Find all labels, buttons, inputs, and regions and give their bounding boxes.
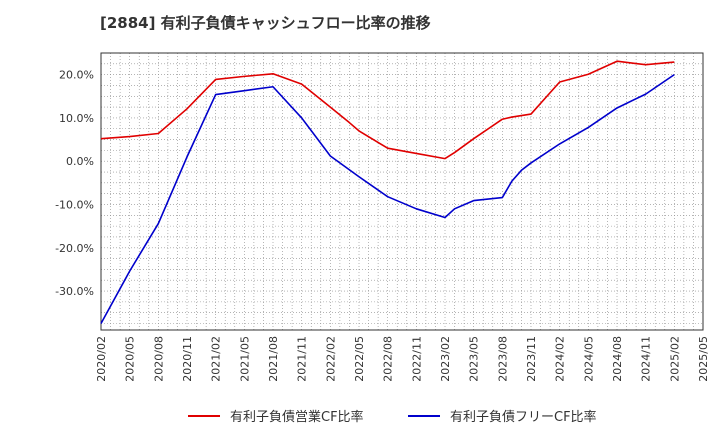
y-tick-label: 20.0% bbox=[59, 69, 94, 82]
x-tick-label: 2021/11 bbox=[296, 336, 309, 382]
legend-label: 有利子負債フリーCF比率 bbox=[450, 409, 597, 425]
grid-layer bbox=[101, 53, 703, 330]
y-tick-label: 0.0% bbox=[66, 155, 94, 168]
legend: 有利子負債営業CF比率 有利子負債フリーCF比率 bbox=[188, 409, 597, 425]
y-axis-ticks: 20.0% 10.0% 0.0% -10.0% -20.0% -30.0% bbox=[55, 69, 94, 298]
x-tick-label: 2022/08 bbox=[382, 336, 395, 382]
y-tick-label: -30.0% bbox=[55, 285, 94, 298]
x-tick-label: 2024/11 bbox=[640, 336, 653, 382]
x-tick-label: 2021/02 bbox=[210, 336, 223, 382]
x-tick-label: 2025/05 bbox=[697, 336, 710, 382]
x-tick-label: 2024/08 bbox=[611, 336, 624, 382]
x-tick-label: 2020/05 bbox=[124, 336, 137, 382]
x-tick-label: 2023/11 bbox=[525, 336, 538, 382]
x-tick-label: 2022/02 bbox=[324, 336, 337, 382]
x-tick-label: 2021/05 bbox=[238, 336, 251, 382]
x-tick-label: 2022/11 bbox=[410, 336, 423, 382]
plot-frame bbox=[100, 52, 704, 331]
x-tick-label: 2020/08 bbox=[152, 336, 165, 382]
x-tick-label: 2023/02 bbox=[439, 336, 452, 382]
y-tick-label: 10.0% bbox=[59, 112, 94, 125]
series-line-1 bbox=[100, 60, 675, 160]
x-tick-label: 2021/08 bbox=[267, 336, 280, 382]
x-tick-label: 2024/05 bbox=[582, 336, 595, 382]
x-tick-label: 2023/08 bbox=[496, 336, 509, 382]
x-tick-label: 2024/02 bbox=[554, 336, 567, 382]
y-tick-label: -20.0% bbox=[55, 242, 94, 255]
x-tick-label: 2022/05 bbox=[353, 336, 366, 382]
x-tick-label: 2023/05 bbox=[468, 336, 481, 382]
chart-title: [2884] 有利子負債キャッシュフロー比率の推移 bbox=[100, 14, 431, 32]
y-tick-label: -10.0% bbox=[55, 198, 94, 211]
x-tick-label: 2020/02 bbox=[95, 336, 108, 382]
series-layer bbox=[100, 60, 675, 324]
x-axis-ticks: 2020/02 2020/05 2020/08 2020/11 2021/02 2021/… bbox=[95, 336, 710, 382]
x-tick-label: 2025/02 bbox=[668, 336, 681, 382]
series-line-2 bbox=[100, 73, 675, 324]
x-tick-label: 2020/11 bbox=[181, 336, 194, 382]
legend-label: 有利子負債営業CF比率 bbox=[230, 409, 364, 425]
